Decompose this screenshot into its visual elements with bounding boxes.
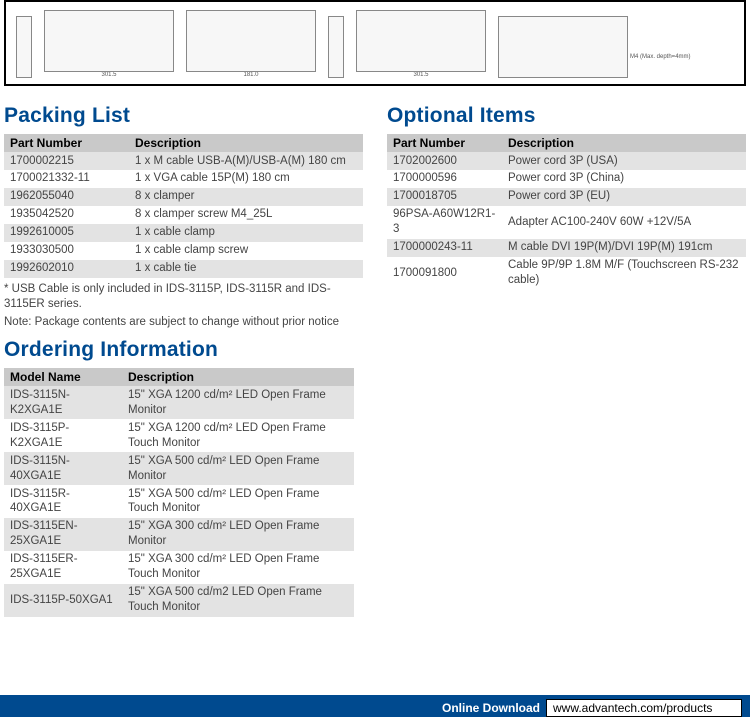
optional-items-table: Part Number Description 1702002600Power … xyxy=(387,134,746,290)
footer-label: Online Download xyxy=(442,701,540,715)
table-cell: 1700000596 xyxy=(387,170,502,188)
table-row: IDS-3115P-50XGA115" XGA 500 cd/m2 LED Op… xyxy=(4,584,354,617)
packing-tbody: 17000022151 x M cable USB-A(M)/USB-A(M) … xyxy=(4,152,363,278)
packing-list-table: Part Number Description 17000022151 x M … xyxy=(4,134,363,278)
table-cell: Power cord 3P (China) xyxy=(502,170,746,188)
table-row: 1700000596Power cord 3P (China) xyxy=(387,170,746,188)
ordering-col-description: Description xyxy=(122,368,354,386)
ordering-info-title: Ordering Information xyxy=(4,338,363,362)
table-row: 1700021332-111 x VGA cable 15P(M) 180 cm xyxy=(4,170,363,188)
table-cell: 1962055040 xyxy=(4,188,129,206)
table-row: IDS-3115R-40XGA1E15" XGA 500 cd/m² LED O… xyxy=(4,485,354,518)
optional-col-description: Description xyxy=(502,134,746,152)
table-cell: IDS-3115P-50XGA1 xyxy=(4,584,122,617)
table-row: 19350425208 x clamper screw M4_25L xyxy=(4,206,363,224)
table-row: 1700091800Cable 9P/9P 1.8M M/F (Touchscr… xyxy=(387,257,746,290)
table-cell: IDS-3115R-40XGA1E xyxy=(4,485,122,518)
table-row: 1700018705Power cord 3P (EU) xyxy=(387,188,746,206)
technical-drawing-area: 301.5 181.0 301.5 M4 (Max. depth=4mm) xyxy=(4,0,746,86)
table-row: 19620550408 x clamper xyxy=(4,188,363,206)
table-cell: IDS-3115EN-25XGA1E xyxy=(4,518,122,551)
table-cell: IDS-3115P-K2XGA1E xyxy=(4,419,122,452)
packing-col-partnumber: Part Number xyxy=(4,134,129,152)
table-row: IDS-3115P-K2XGA1E15" XGA 1200 cd/m² LED … xyxy=(4,419,354,452)
table-cell: IDS-3115ER-25XGA1E xyxy=(4,551,122,584)
table-cell: 1992610005 xyxy=(4,224,129,242)
table-cell: 1 x cable clamp xyxy=(129,224,363,242)
table-cell: Power cord 3P (USA) xyxy=(502,152,746,170)
page-footer: Online Download www.advantech.com/produc… xyxy=(0,695,750,717)
packing-footnote-1: * USB Cable is only included in IDS-3115… xyxy=(4,282,363,312)
table-row: 1700000243-11M cable DVI 19P(M)/DVI 19P(… xyxy=(387,239,746,257)
table-row: IDS-3115EN-25XGA1E15" XGA 300 cd/m² LED … xyxy=(4,518,354,551)
table-cell: IDS-3115N-40XGA1E xyxy=(4,452,122,485)
table-row: IDS-3115N-K2XGA1E15" XGA 1200 cd/m² LED … xyxy=(4,386,354,419)
table-row: IDS-3115ER-25XGA1E15" XGA 300 cd/m² LED … xyxy=(4,551,354,584)
packing-list-title: Packing List xyxy=(4,104,363,128)
dim-width: 301.5 xyxy=(44,72,174,78)
drawing-panels: 301.5 181.0 301.5 M4 (Max. depth=4mm) xyxy=(16,4,734,78)
table-row: 17000022151 x M cable USB-A(M)/USB-A(M) … xyxy=(4,152,363,170)
table-cell: 15" XGA 300 cd/m² LED Open Frame Touch M… xyxy=(122,551,354,584)
dim-height: 181.0 xyxy=(186,72,316,78)
dim-note: M4 (Max. depth=4mm) xyxy=(630,54,698,60)
table-row: IDS-3115N-40XGA1E15" XGA 500 cd/m² LED O… xyxy=(4,452,354,485)
table-cell: IDS-3115N-K2XGA1E xyxy=(4,386,122,419)
table-cell: 15" XGA 1200 cd/m² LED Open Frame Touch … xyxy=(122,419,354,452)
table-cell: 96PSA-A60W12R1-3 xyxy=(387,206,502,239)
table-cell: 1935042520 xyxy=(4,206,129,224)
table-cell: 8 x clamper xyxy=(129,188,363,206)
table-cell: 15" XGA 500 cd/m² LED Open Frame Touch M… xyxy=(122,485,354,518)
table-row: 19330305001 x cable clamp screw xyxy=(4,242,363,260)
table-cell: 1992602010 xyxy=(4,260,129,278)
table-cell: 1 x cable tie xyxy=(129,260,363,278)
optional-col-partnumber: Part Number xyxy=(387,134,502,152)
dim-width-2: 301.5 xyxy=(356,72,486,78)
table-cell: 15" XGA 500 cd/m2 LED Open Frame Touch M… xyxy=(122,584,354,617)
table-cell: 15" XGA 1200 cd/m² LED Open Frame Monito… xyxy=(122,386,354,419)
packing-col-description: Description xyxy=(129,134,363,152)
table-cell: 1700021332-11 xyxy=(4,170,129,188)
table-cell: 15" XGA 300 cd/m² LED Open Frame Monitor xyxy=(122,518,354,551)
table-cell: 1700002215 xyxy=(4,152,129,170)
table-cell: Adapter AC100-240V 60W +12V/5A xyxy=(502,206,746,239)
ordering-tbody: IDS-3115N-K2XGA1E15" XGA 1200 cd/m² LED … xyxy=(4,386,354,616)
table-cell: 1700018705 xyxy=(387,188,502,206)
table-row: 19926020101 x cable tie xyxy=(4,260,363,278)
table-cell: M cable DVI 19P(M)/DVI 19P(M) 191cm xyxy=(502,239,746,257)
table-cell: 15" XGA 500 cd/m² LED Open Frame Monitor xyxy=(122,452,354,485)
table-cell: 1 x VGA cable 15P(M) 180 cm xyxy=(129,170,363,188)
table-cell: 1933030500 xyxy=(4,242,129,260)
table-row: 1702002600Power cord 3P (USA) xyxy=(387,152,746,170)
ordering-col-model: Model Name xyxy=(4,368,122,386)
packing-footnote-2: Note: Package contents are subject to ch… xyxy=(4,315,363,330)
table-cell: 1 x cable clamp screw xyxy=(129,242,363,260)
table-cell: 1702002600 xyxy=(387,152,502,170)
table-row: 19926100051 x cable clamp xyxy=(4,224,363,242)
table-cell: Power cord 3P (EU) xyxy=(502,188,746,206)
table-cell: 8 x clamper screw M4_25L xyxy=(129,206,363,224)
optional-tbody: 1702002600Power cord 3P (USA)1700000596P… xyxy=(387,152,746,290)
table-cell: 1700091800 xyxy=(387,257,502,290)
ordering-info-table: Model Name Description IDS-3115N-K2XGA1E… xyxy=(4,368,354,616)
table-cell: 1700000243-11 xyxy=(387,239,502,257)
optional-items-title: Optional Items xyxy=(387,104,746,128)
table-cell: 1 x M cable USB-A(M)/USB-A(M) 180 cm xyxy=(129,152,363,170)
table-cell: Cable 9P/9P 1.8M M/F (Touchscreen RS-232… xyxy=(502,257,746,290)
table-row: 96PSA-A60W12R1-3Adapter AC100-240V 60W +… xyxy=(387,206,746,239)
footer-url[interactable]: www.advantech.com/products xyxy=(546,699,742,717)
